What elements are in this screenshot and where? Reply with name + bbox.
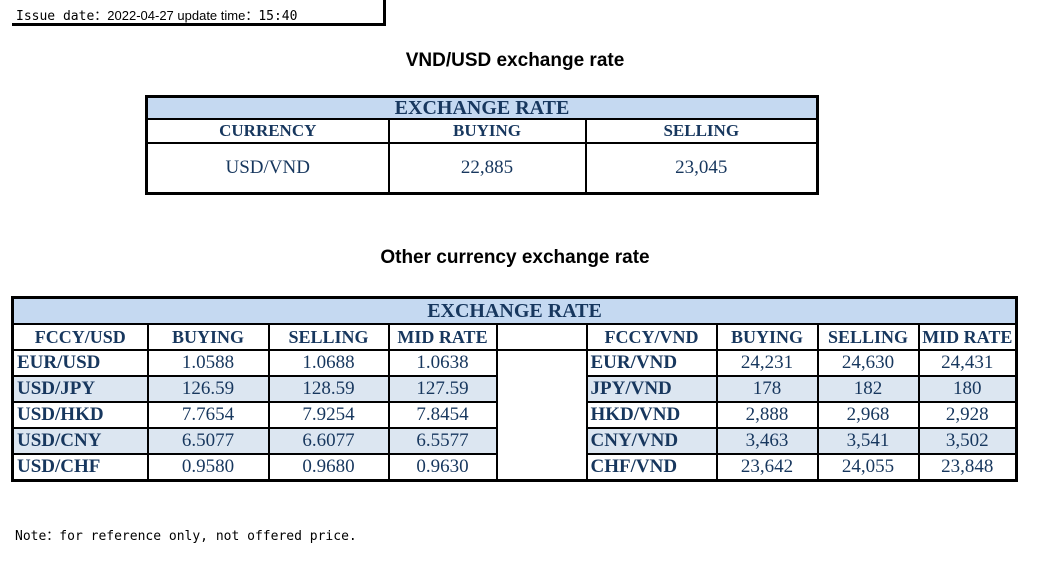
pair-cell: CHF/VND	[585, 453, 718, 482]
col-currency: CURRENCY	[145, 118, 390, 144]
vnd-usd-heading: VND/USD exchange rate	[405, 50, 625, 71]
selling-cell: 6.6077	[267, 427, 390, 455]
selling-cell: 23,045	[584, 142, 819, 195]
buying-cell: 7.7654	[146, 401, 270, 429]
table-row: USD/VND 22,885 23,045	[145, 142, 819, 195]
issue-date: 2022-04-27	[107, 8, 174, 23]
reference-note: Note：for reference only, not offered pri…	[15, 529, 357, 544]
buying-cell: 1.0588	[146, 349, 270, 377]
pair-cell: HKD/VND	[585, 401, 718, 429]
gap-cell	[495, 402, 588, 428]
currency-cell: USD/VND	[145, 142, 390, 195]
mid-cell: 180	[917, 375, 1019, 403]
other-rates-table: EXCHANGE RATE FCCY/USD BUYING SELLING MI…	[10, 296, 1019, 482]
col-mid-left: MID RATE	[387, 323, 498, 351]
selling-cell: 182	[816, 375, 920, 403]
column-gap	[495, 323, 588, 351]
buying-cell: 0.9580	[146, 453, 270, 482]
pair-cell: CNY/VND	[585, 427, 718, 455]
pair-cell: USD/HKD	[11, 401, 149, 429]
col-mid-right: MID RATE	[917, 323, 1019, 351]
issue-info-box	[12, 0, 386, 26]
selling-cell: 0.9680	[267, 453, 390, 482]
table-row: USD/HKD 7.7654 7.9254 7.8454 HKD/VND 2,8…	[11, 401, 1019, 429]
update-time-label: update time：	[173, 8, 259, 23]
table-row: EUR/USD 1.0588 1.0688 1.0638 EUR/VND 24,…	[11, 349, 1019, 377]
pair-cell: EUR/USD	[11, 349, 149, 377]
pair-cell: JPY/VND	[585, 375, 718, 403]
selling-cell: 2,968	[816, 401, 920, 429]
mid-cell: 3,502	[917, 427, 1019, 455]
table-row: USD/CNY 6.5077 6.6077 6.5577 CNY/VND 3,4…	[11, 427, 1019, 455]
col-selling-left: SELLING	[267, 323, 390, 351]
gap-cell	[495, 350, 588, 376]
buying-cell: 23,642	[715, 453, 819, 482]
buying-cell: 24,231	[715, 349, 819, 377]
selling-cell: 7.9254	[267, 401, 390, 429]
gap-cell	[495, 454, 588, 482]
buying-cell: 6.5077	[146, 427, 270, 455]
pair-cell: USD/CNY	[11, 427, 149, 455]
buying-cell: 2,888	[715, 401, 819, 429]
issue-date-label: Issue date：	[16, 9, 108, 24]
issue-info: Issue date：2022-04-27 update time：15:40	[16, 5, 297, 24]
selling-cell: 128.59	[267, 375, 390, 403]
mid-cell: 0.9630	[387, 453, 498, 482]
other-rates-heading: Other currency exchange rate	[380, 247, 650, 268]
selling-cell: 24,630	[816, 349, 920, 377]
mid-cell: 1.0638	[387, 349, 498, 377]
mid-cell: 7.8454	[387, 401, 498, 429]
col-buying: BUYING	[387, 118, 587, 144]
buying-cell: 178	[715, 375, 819, 403]
mid-cell: 6.5577	[387, 427, 498, 455]
selling-cell: 3,541	[816, 427, 920, 455]
gap-cell	[495, 428, 588, 454]
table-row: USD/JPY 126.59 128.59 127.59 JPY/VND 178…	[11, 375, 1019, 403]
col-buying-left: BUYING	[146, 323, 270, 351]
other-table-title: EXCHANGE RATE	[10, 296, 1019, 325]
buying-cell: 22,885	[387, 142, 587, 195]
mid-cell: 23,848	[917, 453, 1019, 482]
gap-cell	[495, 376, 588, 402]
vnd-usd-table: EXCHANGE RATE CURRENCY BUYING SELLING US…	[145, 95, 819, 195]
selling-cell: 1.0688	[267, 349, 390, 377]
pair-cell: USD/CHF	[11, 453, 149, 482]
col-fccy-vnd: FCCY/VND	[585, 323, 718, 351]
buying-cell: 3,463	[715, 427, 819, 455]
mid-cell: 127.59	[387, 375, 498, 403]
col-selling: SELLING	[584, 118, 819, 144]
col-fccy-usd: FCCY/USD	[11, 323, 149, 351]
update-time: 15:40	[258, 9, 298, 24]
col-buying-right: BUYING	[715, 323, 819, 351]
selling-cell: 24,055	[816, 453, 920, 482]
buying-cell: 126.59	[146, 375, 270, 403]
pair-cell: EUR/VND	[585, 349, 718, 377]
col-selling-right: SELLING	[816, 323, 920, 351]
table-row: USD/CHF 0.9580 0.9680 0.9630 CHF/VND 23,…	[11, 453, 1019, 482]
vnd-usd-table-title: EXCHANGE RATE	[145, 95, 819, 120]
pair-cell: USD/JPY	[11, 375, 149, 403]
mid-cell: 24,431	[917, 349, 1019, 377]
mid-cell: 2,928	[917, 401, 1019, 429]
